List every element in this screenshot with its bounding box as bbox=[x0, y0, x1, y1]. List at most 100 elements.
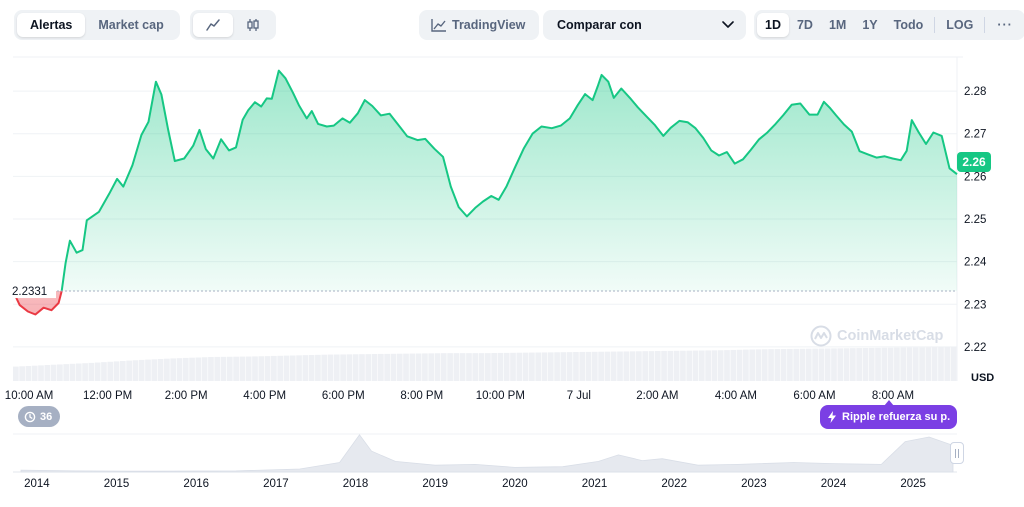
chevron-down-icon bbox=[722, 21, 734, 28]
volume-bar bbox=[44, 365, 51, 381]
line-chart-button[interactable] bbox=[193, 13, 233, 37]
x-tick-label: 10:00 PM bbox=[476, 390, 525, 402]
volume-bar bbox=[422, 353, 428, 381]
volume-bar bbox=[50, 364, 57, 381]
volume-bar bbox=[535, 352, 542, 381]
volume-bar bbox=[761, 349, 768, 381]
volume-bar bbox=[271, 355, 277, 381]
news-pill[interactable]: Ripple refuerza su p... bbox=[820, 405, 957, 429]
volume-bar bbox=[466, 353, 472, 381]
volume-bar bbox=[768, 349, 774, 381]
events-badge[interactable]: 36 bbox=[18, 406, 61, 427]
volume-bar bbox=[75, 363, 82, 381]
compare-dropdown[interactable]: Comparar con bbox=[543, 10, 746, 40]
volume-bar bbox=[894, 347, 900, 381]
volume-bar bbox=[780, 349, 787, 381]
volume-bar bbox=[787, 348, 793, 381]
y-tick-label: 2.27 bbox=[964, 129, 986, 141]
range-all[interactable]: Todo bbox=[893, 18, 924, 32]
volume-bar bbox=[850, 348, 856, 381]
volume-bar bbox=[799, 348, 806, 381]
volume-bar bbox=[887, 347, 894, 381]
volume-bar bbox=[233, 356, 239, 381]
volume-bar bbox=[415, 353, 422, 381]
volume-bar bbox=[680, 350, 686, 381]
volume-bar bbox=[308, 355, 315, 381]
volume-bar bbox=[516, 352, 523, 381]
volume-bar bbox=[151, 359, 158, 381]
volume-bar bbox=[485, 353, 491, 381]
volume-bar bbox=[944, 346, 951, 381]
navigator-year-label: 2018 bbox=[343, 478, 369, 490]
volume-bar bbox=[63, 364, 70, 381]
candlestick-button[interactable] bbox=[233, 13, 273, 37]
volume-bar bbox=[938, 347, 944, 381]
volume-bar bbox=[195, 357, 202, 381]
tab-alertas[interactable]: Alertas bbox=[17, 13, 86, 37]
volume-bar bbox=[560, 352, 567, 381]
range-1d[interactable]: 1D bbox=[757, 13, 789, 37]
volume-bar bbox=[396, 353, 403, 381]
news-pill-label: Ripple refuerza su p... bbox=[842, 411, 950, 423]
volume-bar bbox=[491, 353, 497, 381]
volume-bar bbox=[831, 348, 837, 381]
price-line-layer: 2.2331 bbox=[10, 69, 958, 316]
chart-type-toggle bbox=[190, 10, 276, 40]
volume-bar bbox=[749, 349, 756, 381]
volume-bar bbox=[226, 356, 233, 381]
volume-bar bbox=[277, 355, 284, 381]
range-7d[interactable]: 7D bbox=[796, 18, 813, 32]
volume-bar bbox=[25, 365, 32, 381]
more-options-button[interactable]: ··· bbox=[997, 18, 1013, 32]
x-tick-label: 12:00 PM bbox=[83, 390, 132, 402]
tradingview-label: TradingView bbox=[452, 18, 526, 32]
history-navigator[interactable] bbox=[13, 433, 957, 473]
navigator-year-label: 2019 bbox=[422, 478, 448, 490]
volume-bar bbox=[824, 348, 831, 381]
volume-bar bbox=[409, 353, 416, 381]
volume-bar bbox=[359, 354, 365, 381]
volume-bar bbox=[88, 362, 95, 381]
volume-bar bbox=[145, 359, 151, 381]
range-1y[interactable]: 1Y bbox=[862, 18, 878, 32]
tradingview-button[interactable]: TradingView bbox=[419, 10, 540, 40]
x-tick-label: 8:00 PM bbox=[400, 390, 443, 402]
range-1m[interactable]: 1M bbox=[828, 18, 847, 32]
y-tick-label: 2.22 bbox=[964, 342, 986, 354]
volume-bar bbox=[654, 351, 661, 381]
volume-bar bbox=[705, 350, 711, 381]
log-scale-button[interactable]: LOG bbox=[946, 18, 974, 32]
volume-bar bbox=[333, 354, 340, 381]
volume-bar bbox=[201, 357, 208, 381]
watermark-text: CoinMarketCap bbox=[837, 328, 944, 344]
volume-bar bbox=[579, 351, 586, 381]
divider bbox=[984, 17, 986, 33]
volume-bar bbox=[642, 351, 649, 381]
volume-bar bbox=[673, 350, 680, 381]
volume-bar bbox=[296, 355, 302, 381]
volume-bar bbox=[403, 353, 409, 381]
x-tick-label: 2:00 PM bbox=[165, 390, 208, 402]
volume-bar bbox=[554, 352, 560, 381]
volume-bar bbox=[610, 351, 617, 381]
view-tab-group: Alertas Market cap bbox=[14, 10, 180, 40]
tab-market-cap[interactable]: Market cap bbox=[98, 18, 164, 32]
x-axis: 10:00 AM 12:00 PM 2:00 PM 4:00 PM 6:00 PM 8:0… bbox=[5, 390, 914, 402]
current-price-badge: 2.26 bbox=[957, 152, 991, 172]
volume-bar bbox=[617, 351, 623, 381]
volume-bar bbox=[283, 355, 290, 381]
volume-bar bbox=[434, 353, 441, 381]
navigator-handle[interactable] bbox=[950, 442, 964, 464]
volume-bar bbox=[182, 357, 189, 381]
navigator-year-label: 2014 bbox=[24, 478, 50, 490]
y-axis: 2.22 2.23 2.24 2.25 2.26 2.27 2.28 bbox=[964, 86, 987, 354]
volume-bar bbox=[623, 351, 630, 381]
volume-bar bbox=[321, 354, 328, 381]
baseline-label-bg bbox=[10, 284, 56, 299]
volume-bar bbox=[472, 353, 479, 381]
volume-bar bbox=[686, 350, 693, 381]
volume-bar bbox=[302, 355, 309, 381]
x-tick-label: 10:00 AM bbox=[5, 390, 54, 402]
volume-bar bbox=[239, 356, 246, 381]
